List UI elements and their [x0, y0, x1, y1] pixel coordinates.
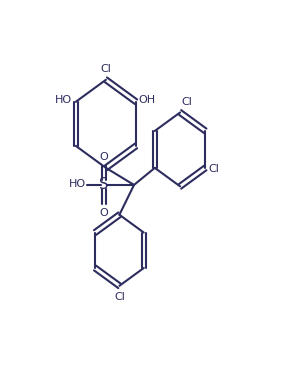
Text: S: S	[99, 177, 108, 192]
Text: HO: HO	[55, 96, 72, 106]
Text: HO: HO	[68, 179, 86, 189]
Text: OH: OH	[139, 96, 156, 106]
Text: Cl: Cl	[181, 97, 192, 107]
Text: Cl: Cl	[208, 164, 219, 174]
Text: O: O	[99, 208, 108, 218]
Text: O: O	[99, 152, 108, 162]
Text: Cl: Cl	[114, 292, 125, 302]
Text: Cl: Cl	[100, 63, 111, 73]
